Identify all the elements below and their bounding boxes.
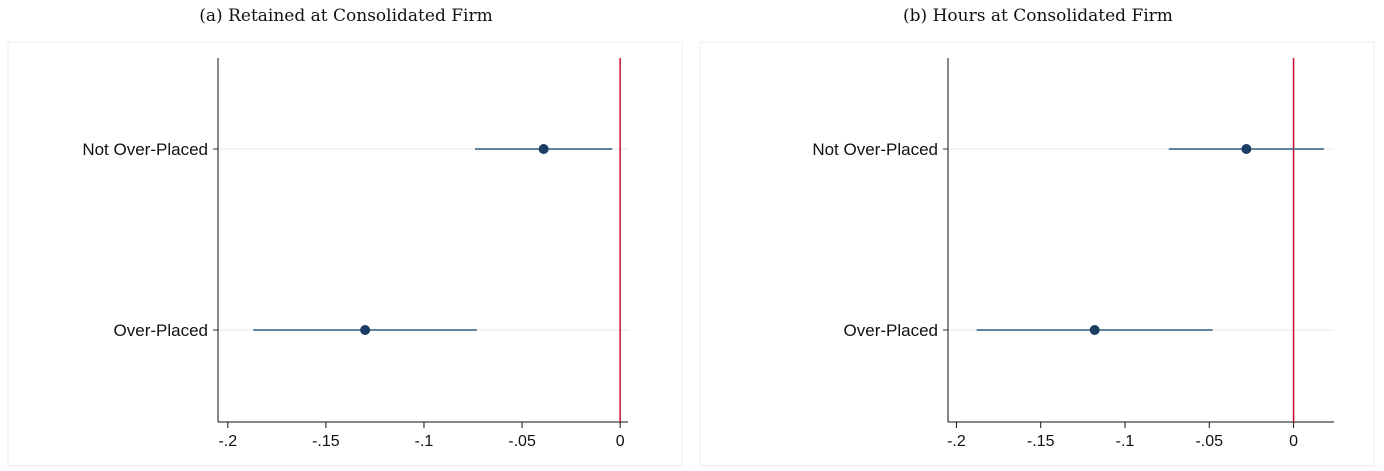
x-tick-label: 0 <box>1289 433 1298 450</box>
x-tick-label: -.05 <box>508 433 536 450</box>
y-category-label: Over-Placed <box>844 321 938 340</box>
plot-region-frame <box>7 41 683 467</box>
y-category-label: Not Over-Placed <box>812 140 938 159</box>
y-category-label: Not Over-Placed <box>82 140 208 159</box>
point-estimate <box>538 144 549 154</box>
panel-hours: (b) Hours at Consolidated Firm Not Over-… <box>692 0 1384 471</box>
point-estimate <box>1241 144 1252 154</box>
y-category-label: Over-Placed <box>114 321 208 340</box>
plot-region-frame <box>699 41 1375 467</box>
x-tick-label: -.1 <box>1116 433 1135 450</box>
x-tick-label: -.2 <box>947 433 966 450</box>
x-tick-label: -.05 <box>1195 433 1223 450</box>
x-tick-label: -.15 <box>1027 433 1055 450</box>
panel-retained: (a) Retained at Consolidated Firm Not Ov… <box>7 6 683 467</box>
chart-title: (a) Retained at Consolidated Firm <box>199 6 493 26</box>
coefficient-plot-hours: Not Over-Placed Over-Placed -.2 -.15 -.1 -.05… <box>699 41 1375 467</box>
x-tick-label: -.1 <box>415 433 434 450</box>
x-tick-label: -.2 <box>218 433 237 450</box>
point-estimate <box>360 325 371 335</box>
coefficient-plot-retained: Not Over-Placed Over-Placed -.2 -.15 -.1 -.05… <box>7 41 683 467</box>
x-tick-label: -.15 <box>312 433 340 450</box>
chart-title: (b) Hours at Consolidated Firm <box>903 6 1173 26</box>
x-tick-label: 0 <box>616 433 625 450</box>
point-estimate <box>1089 325 1100 335</box>
